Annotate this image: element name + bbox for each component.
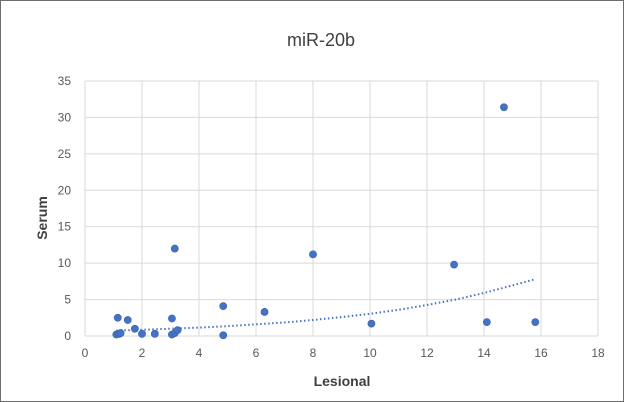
data-point — [260, 308, 269, 316]
data-point — [170, 244, 179, 253]
data-point — [173, 326, 182, 335]
y-axis-title: Serum — [34, 196, 50, 240]
data-point — [450, 260, 458, 269]
data-point — [482, 318, 491, 327]
y-axis-ticks: 0 5 10 15 20 25 30 35 — [58, 74, 72, 343]
gridlines — [84, 80, 599, 337]
data-point — [531, 318, 540, 327]
x-tick-label: 10 — [363, 346, 377, 360]
data-point — [500, 103, 508, 112]
data-points — [112, 103, 540, 340]
trendline — [116, 278, 536, 332]
x-tick-label: 2 — [139, 346, 146, 360]
x-tick-label: 16 — [534, 346, 548, 360]
x-tick-label: 18 — [591, 346, 605, 360]
x-tick-label: 8 — [310, 346, 317, 360]
chart-title: miR-20b — [287, 30, 355, 50]
data-point — [130, 324, 139, 333]
x-tick-label: 14 — [477, 346, 491, 360]
data-point — [150, 329, 159, 338]
x-axis-title: Lesional — [314, 373, 371, 389]
y-tick-label: 10 — [58, 256, 72, 270]
y-tick-label: 5 — [64, 293, 71, 307]
y-tick-label: 20 — [58, 183, 72, 197]
data-point — [309, 250, 317, 259]
y-tick-label: 15 — [58, 220, 72, 234]
y-tick-label: 30 — [58, 110, 72, 124]
x-tick-label: 4 — [196, 346, 203, 360]
y-tick-label: 0 — [64, 329, 71, 343]
x-tick-label: 12 — [420, 346, 434, 360]
data-point — [219, 331, 228, 340]
trendline-group — [116, 278, 536, 332]
x-tick-label: 6 — [253, 346, 260, 360]
data-point — [168, 314, 176, 323]
data-point — [113, 313, 122, 322]
x-axis-ticks: 0 2 4 6 8 10 12 14 16 18 — [82, 346, 605, 360]
y-tick-label: 35 — [58, 74, 72, 88]
data-point — [138, 329, 146, 338]
data-point — [367, 319, 376, 328]
data-point — [123, 316, 132, 324]
x-tick-label: 0 — [82, 346, 89, 360]
data-point — [116, 329, 125, 337]
data-point — [219, 302, 228, 311]
y-tick-label: 25 — [58, 147, 72, 161]
